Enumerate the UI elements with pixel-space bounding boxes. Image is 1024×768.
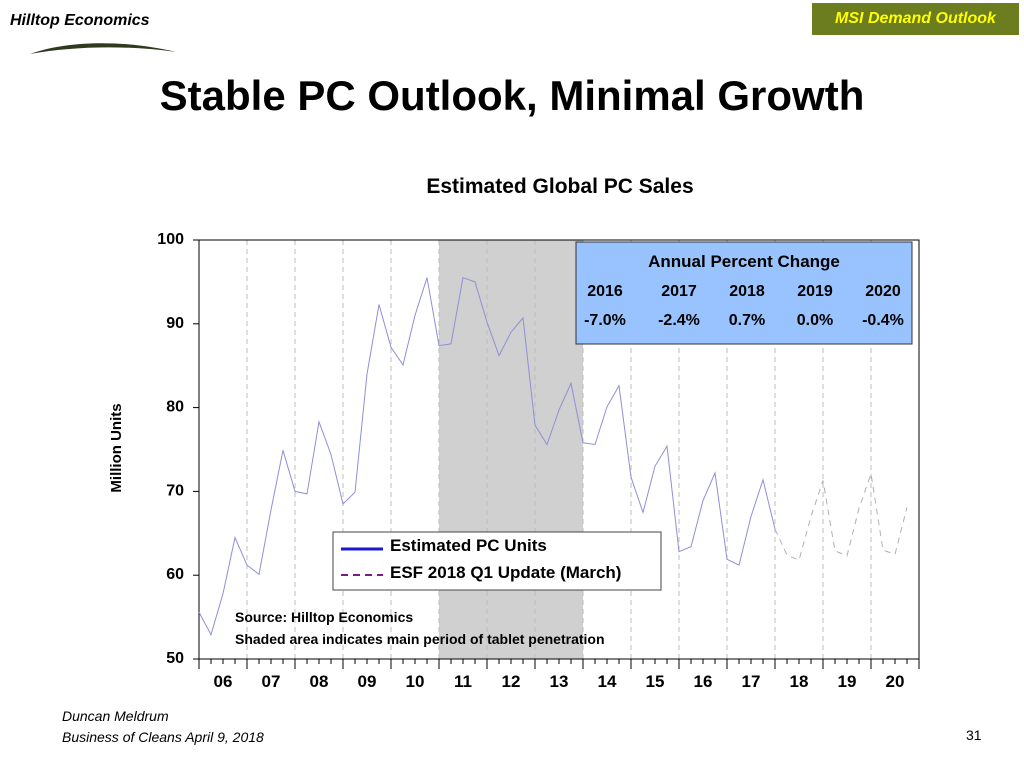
shaded-region — [439, 240, 583, 659]
x-tick-label: 18 — [790, 672, 809, 691]
section-badge: MSI Demand Outlook — [812, 3, 1019, 35]
annotation-change: 0.0% — [797, 312, 833, 329]
series-line-esf-forecast — [774, 473, 908, 561]
annotation-box: Annual Percent Change 2016 -7.0% 2017 -2.4%… — [575, 241, 913, 345]
annotation-year: 2020 — [865, 283, 901, 300]
footer-author: Duncan Meldrum — [62, 708, 169, 724]
legend-label-esf: ESF 2018 Q1 Update (March) — [390, 563, 621, 582]
annotation-box-title: Annual Percent Change — [648, 252, 840, 271]
x-tick-label: 20 — [886, 672, 905, 691]
page-title: Stable PC Outlook, Minimal Growth — [159, 72, 865, 119]
y-tick-label: 100 — [157, 231, 184, 248]
x-tick-label: 11 — [454, 672, 472, 691]
x-tick-label: 07 — [262, 672, 281, 691]
y-tick-label: 60 — [166, 566, 184, 583]
annotation-change: -7.0% — [584, 312, 626, 329]
x-tick-label: 06 — [214, 672, 233, 691]
x-tick-label: 17 — [742, 672, 761, 691]
x-tick-label: 09 — [358, 672, 377, 691]
x-tick-label: 10 — [406, 672, 425, 691]
x-tick-label: 13 — [550, 672, 569, 691]
chart-title: Estimated Global PC Sales — [426, 175, 693, 198]
page-number: 31 — [966, 727, 982, 743]
legend-label-estimated: Estimated PC Units — [390, 536, 547, 555]
y-tick-label: 50 — [166, 650, 184, 667]
annotation-year: 2016 — [587, 283, 623, 300]
y-tick-label: 80 — [166, 399, 184, 416]
y-tick-label: 70 — [166, 482, 184, 499]
x-tick-label: 12 — [502, 672, 521, 691]
legend: Estimated PC Units ESF 2018 Q1 Update (M… — [332, 531, 662, 591]
shaded-area-note: Shaded area indicates main period of tab… — [235, 631, 605, 647]
company-logo: Hilltop Economics — [8, 8, 178, 58]
annotation-year: 2019 — [797, 283, 833, 300]
y-axis-label: Million Units — [108, 403, 125, 492]
x-tick-label: 16 — [694, 672, 713, 691]
annotation-year: 2018 — [729, 283, 765, 300]
source-note: Source: Hilltop Economics — [235, 609, 413, 625]
annotation-year: 2017 — [661, 283, 697, 300]
logo-swoosh-icon — [30, 43, 176, 54]
x-tick-label: 19 — [838, 672, 857, 691]
annotation-change: -0.4% — [862, 312, 904, 329]
logo-text: Hilltop Economics — [10, 12, 150, 29]
annotation-change: 0.7% — [729, 312, 765, 329]
annotation-change: -2.4% — [658, 312, 700, 329]
x-tick-label: 15 — [646, 672, 665, 691]
x-tick-label: 14 — [598, 672, 617, 691]
footer-event: Business of Cleans April 9, 2018 — [62, 729, 264, 745]
x-tick-label: 08 — [310, 672, 329, 691]
series-line-estimated — [198, 277, 776, 637]
y-tick-label: 90 — [166, 315, 184, 332]
